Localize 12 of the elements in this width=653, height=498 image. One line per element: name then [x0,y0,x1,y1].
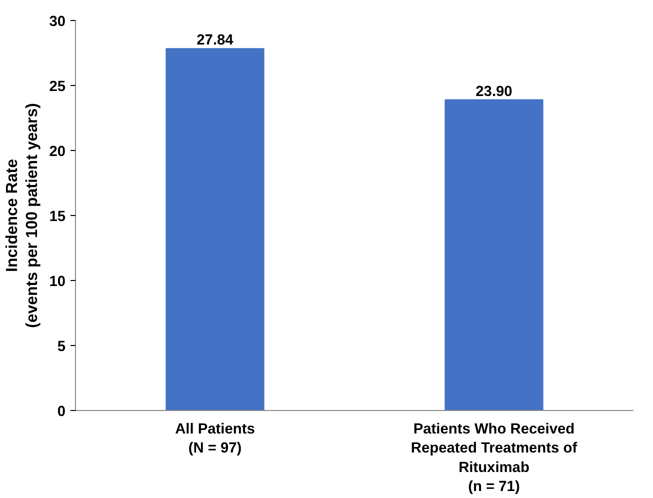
y-tick-label: 20 [49,144,66,160]
x-tick-label: Patients Who Received Repeated Treatments of Rituximab (n = 71) [410,422,578,496]
y-tick-label: 15 [49,209,66,225]
x-tick-label: All Patients (N = 97) [175,422,255,457]
data-label: 23.90 [476,84,512,100]
y-tick-label: 0 [57,404,66,420]
y-tick-label: 10 [49,274,66,290]
data-label: 27.84 [196,32,234,49]
y-tick-label: 25 [49,79,66,95]
y-tick-label: 5 [57,339,66,355]
y-tick-label: 30 [49,14,66,30]
y-axis-title: Incidence Rate (events per 100 patient years) [4,102,42,328]
